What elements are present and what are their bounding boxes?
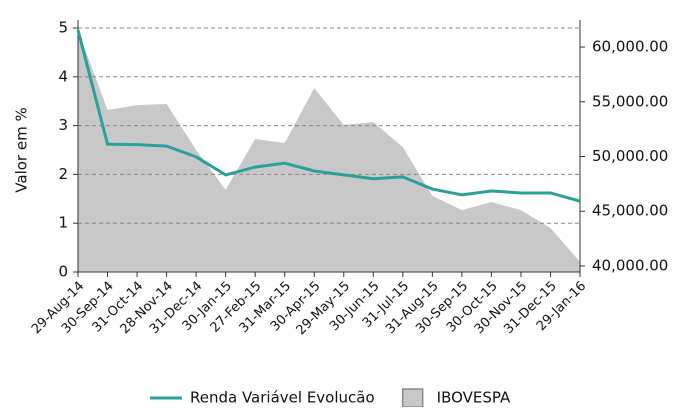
y2-tick-label: 40,000.00 <box>592 256 668 274</box>
y2-tick-label: 60,000.00 <box>592 38 668 56</box>
y-tick-label: 4 <box>58 67 68 85</box>
area <box>78 30 580 272</box>
y-axis-label: Valor em % <box>13 107 31 192</box>
y-tick-label: 3 <box>58 116 68 134</box>
y-tick-label: 0 <box>58 263 68 281</box>
legend-swatch <box>401 388 424 408</box>
y-tick-label: 5 <box>58 19 68 37</box>
y-tick-label: 2 <box>58 165 68 183</box>
y2-tick-label: 45,000.00 <box>592 202 668 220</box>
legend-label: Renda Variável Evolucão <box>190 389 375 407</box>
y2-tick-label: 55,000.00 <box>592 92 668 110</box>
line <box>76 29 581 203</box>
y-tick-label: 1 <box>58 214 68 232</box>
y2-tick-label: 50,000.00 <box>592 147 668 165</box>
legend-label: IBOVESPA <box>437 389 511 407</box>
